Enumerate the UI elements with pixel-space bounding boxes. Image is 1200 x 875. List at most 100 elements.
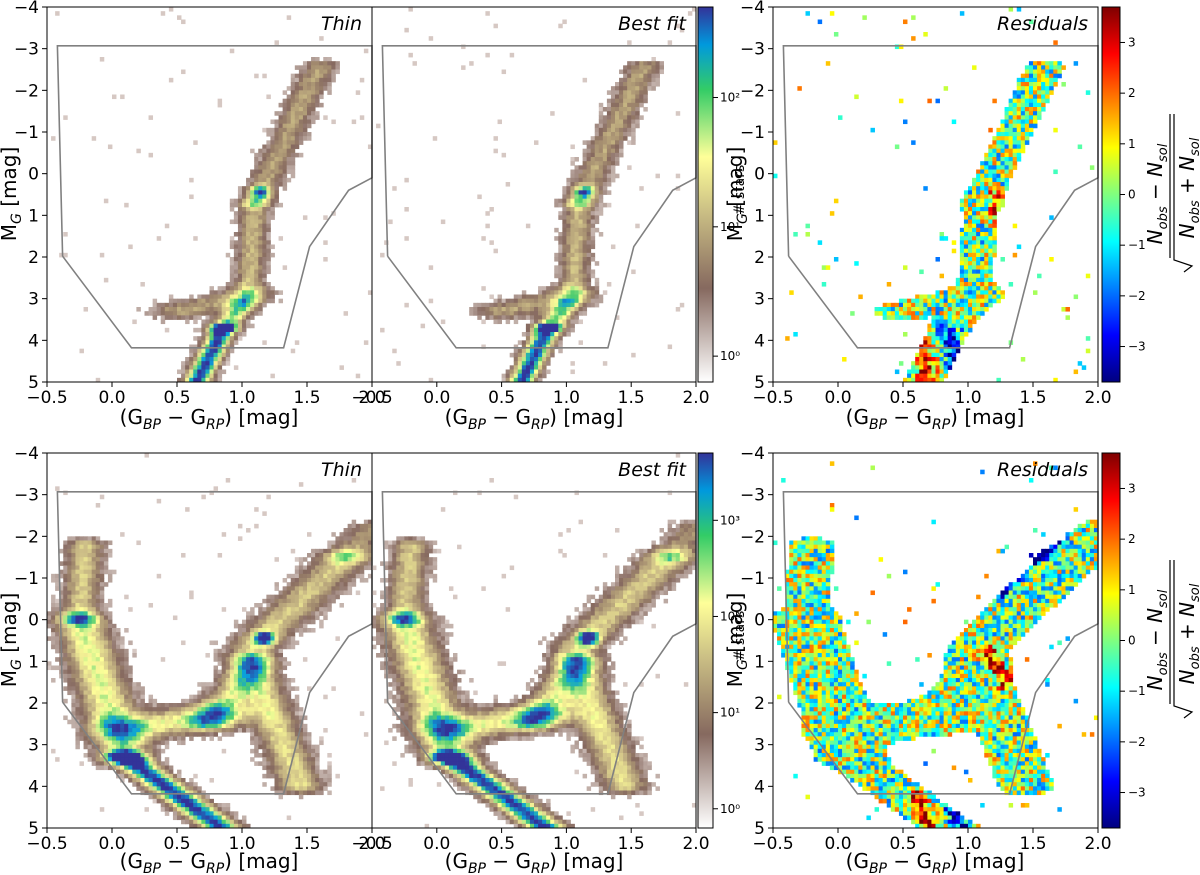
heatmap-cell (278, 115, 284, 120)
heatmap-cell (246, 648, 251, 654)
heatmap-cell (566, 202, 571, 208)
heatmap-cell (980, 290, 985, 295)
heatmap-cell (124, 694, 129, 700)
heatmap-cell (594, 169, 600, 175)
heatmap-cell (75, 640, 80, 646)
heatmap-cell (623, 115, 628, 120)
heatmap-cell (87, 569, 93, 575)
heatmap-cell (87, 678, 93, 683)
heatmap-cell (939, 290, 945, 295)
heatmap-cell (209, 352, 214, 358)
heatmap-cell (237, 219, 243, 225)
heatmap-cell (201, 815, 206, 821)
heatmap-cell (91, 711, 97, 716)
heatmap-cell (254, 686, 259, 691)
heatmap-cell (221, 678, 227, 683)
heatmap-cell (282, 186, 288, 191)
heatmap-cell (951, 357, 957, 362)
heatmap-cell (91, 715, 97, 721)
heatmap-cell (903, 265, 908, 270)
heatmap-cell (225, 352, 231, 358)
heatmap-cell (554, 273, 559, 279)
heatmap-cell (992, 294, 997, 300)
heatmap-cell (947, 294, 953, 300)
heatmap-cell (75, 644, 80, 650)
heatmap-cell (136, 744, 141, 750)
y-tick-label: 2 (28, 248, 39, 268)
heatmap-cell (156, 736, 162, 741)
heatmap-cell (79, 590, 84, 596)
heatmap-cell (250, 661, 255, 666)
heatmap-cell (931, 298, 936, 304)
heatmap-cell (193, 711, 198, 716)
heatmap-cell (233, 282, 239, 287)
heatmap-cell (140, 715, 145, 721)
heatmap-cell (213, 290, 219, 295)
heatmap-cell (79, 561, 84, 566)
heatmap-cell (128, 669, 133, 675)
heatmap-cell (951, 248, 957, 254)
heatmap-cell (1028, 127, 1034, 133)
heatmap-cell (254, 719, 259, 725)
heatmap-cell (128, 773, 133, 779)
heatmap-cell (181, 740, 186, 746)
heatmap-cell (578, 298, 583, 304)
heatmap-cell (882, 302, 888, 308)
heatmap-cell (294, 115, 300, 120)
heatmap-cell (1033, 98, 1038, 104)
heatmap-cell (631, 61, 636, 66)
heatmap-cell (274, 198, 279, 204)
heatmap-cell (286, 119, 292, 125)
heatmap-cell (83, 611, 89, 616)
heatmap-cell (574, 223, 579, 229)
heatmap-cell (298, 94, 304, 100)
heatmap-cell (586, 182, 592, 187)
heatmap-cell (242, 673, 247, 679)
heatmap-cell (112, 711, 117, 716)
heatmap-cell (209, 327, 214, 333)
heatmap-cell (258, 632, 263, 637)
heatmap-cell (1012, 152, 1018, 158)
heatmap-cell (525, 373, 531, 379)
heatmap-cell (976, 215, 981, 220)
heatmap-cell (185, 365, 190, 370)
heatmap-cell (882, 307, 888, 312)
heatmap-cell (79, 728, 84, 733)
heatmap-cell (627, 77, 632, 83)
heatmap-cell (481, 311, 486, 316)
heatmap-cell (55, 623, 60, 629)
heatmap-cell (562, 323, 567, 329)
panel-title: Thin (321, 13, 362, 35)
heatmap-cell (894, 44, 900, 50)
heatmap-cell (1053, 69, 1058, 75)
heatmap-cell (1053, 82, 1058, 87)
heatmap-cell (927, 302, 932, 308)
colorbar-gradient (697, 6, 714, 383)
heatmap-cell (886, 315, 892, 320)
heatmap-cell (570, 286, 575, 291)
heatmap-cell (128, 678, 133, 683)
heatmap-cell (262, 152, 267, 158)
heatmap-cell (266, 715, 271, 721)
heatmap-cell (120, 773, 125, 779)
heatmap-cell (242, 657, 247, 662)
heatmap-cell (1024, 73, 1030, 79)
heatmap-cell (915, 373, 920, 379)
heatmap-cell (205, 319, 210, 325)
heatmap-cell (83, 661, 89, 666)
heatmap-cell (554, 327, 559, 333)
heatmap-cell (943, 340, 949, 345)
heatmap-cell (262, 282, 267, 287)
heatmap-cell (529, 319, 535, 325)
heatmap-cell (582, 294, 588, 300)
heatmap-cell (315, 73, 320, 79)
y-axis-label: MG [mag] (723, 147, 751, 242)
heatmap-cell (177, 15, 182, 20)
heatmap-cell (619, 111, 624, 116)
heatmap-cell (947, 307, 953, 312)
heatmap-cell (246, 315, 251, 320)
heatmap-cell (278, 636, 284, 641)
heatmap-cell (610, 90, 616, 95)
heatmap-cell (1004, 136, 1010, 141)
heatmap-cell (120, 723, 125, 729)
